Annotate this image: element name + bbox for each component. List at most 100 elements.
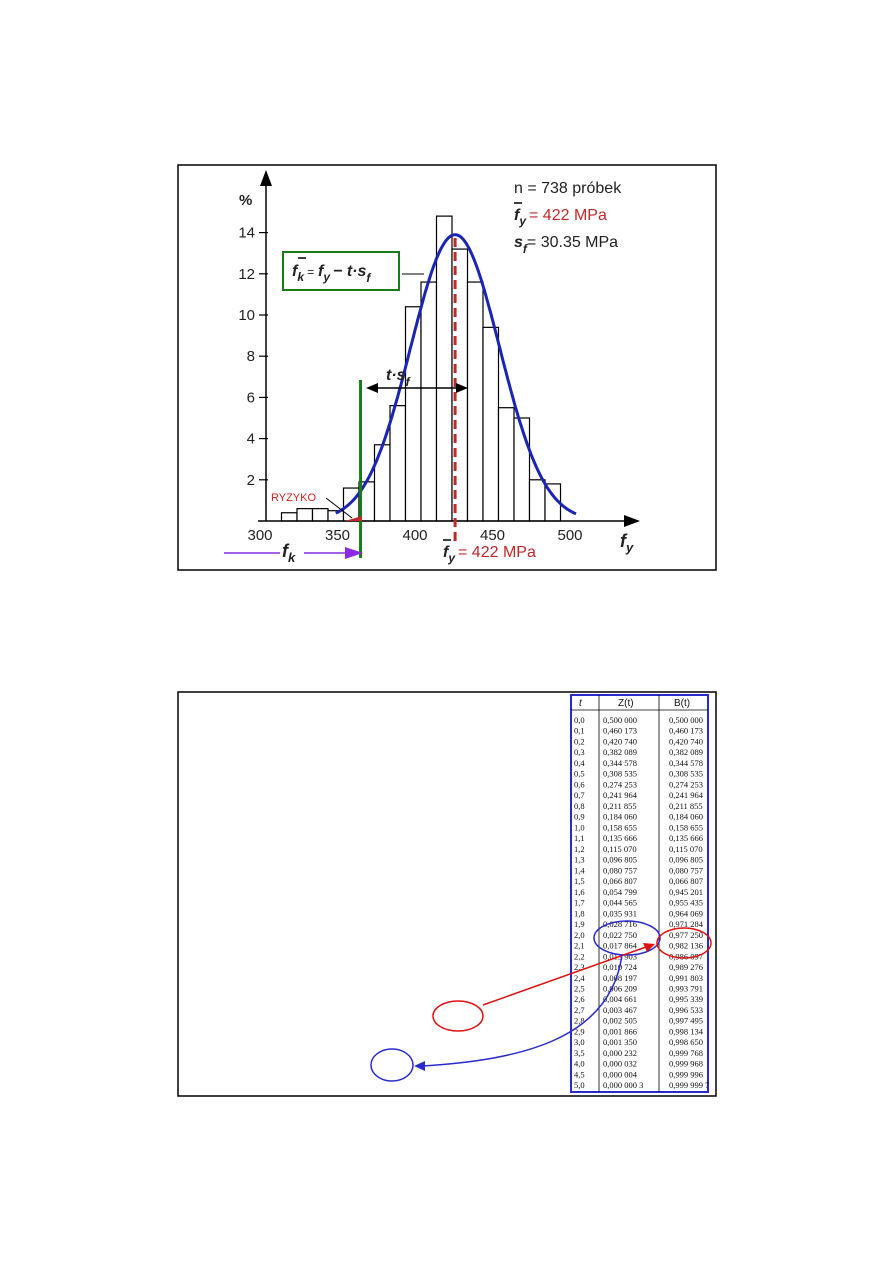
histogram-bar [513, 417, 531, 522]
table-row: 2,6 0,004 661 0,995 339 [574, 994, 703, 1004]
table-cell-t: 2,3 [574, 962, 585, 972]
table-cell-z: 0,022 750 [603, 930, 637, 940]
sample-count: n = 738 próbek [514, 180, 622, 197]
table-row: 0,4 0,344 578 0,344 578 [574, 758, 703, 768]
table-cell-z: 0,003 467 [603, 1005, 637, 1015]
table-cell-t: 1,1 [574, 833, 585, 843]
table-cell-b: 0,080 757 [669, 865, 703, 875]
fk-arrow-icon [345, 547, 363, 559]
table-row: 2,7 0,003 467 0,996 533 [574, 1005, 703, 1015]
table-cell-t: 0,0 [574, 715, 585, 725]
table-cell-t: 3,5 [574, 1048, 585, 1058]
y-tick-label: 10 [238, 307, 255, 324]
y-tick-label: 6 [247, 389, 255, 406]
table-cell-t: 0,9 [574, 812, 585, 822]
table-row: 0,0 0,500 000 0,500 000 [574, 715, 703, 725]
table-cell-t: 2,8 [574, 1016, 585, 1026]
table-cell-b: 0,460 173 [669, 726, 703, 736]
y-tick-label: 2 [247, 472, 255, 489]
table-cell-b: 0,955 435 [669, 898, 703, 908]
bottom-mean-label: fy = 422 MPa [443, 544, 536, 565]
table-row: 1,3 0,096 805 0,096 805 [574, 855, 703, 865]
table-row: 0,5 0,308 535 0,308 535 [574, 769, 703, 779]
table-cell-b: 0,998 650 [669, 1037, 703, 1047]
table-cell-t: 1,0 [574, 822, 585, 832]
table-cell-b: 0,241 964 [669, 790, 704, 800]
histogram-bar [435, 215, 453, 522]
table-cell-z: 0,001 350 [603, 1037, 637, 1047]
table-cell-b: 0,993 791 [669, 984, 703, 994]
table-cell-z: 0,274 253 [603, 779, 637, 789]
table-cell-b: 0,382 089 [669, 747, 703, 757]
table-cell-b: 0,971 284 [669, 919, 704, 929]
table-cell-t: 2,2 [574, 951, 585, 961]
table-row: 2,5 0,006 209 0,993 791 [574, 984, 703, 994]
table-cell-z: 0,115 070 [603, 844, 637, 854]
histogram-bar [389, 405, 407, 522]
x-ticks: 300 350 400 450 500 [247, 527, 582, 544]
table-header-b: B(t) [674, 698, 690, 709]
table-cell-t: 0,8 [574, 801, 585, 811]
table-cell-t: 1,8 [574, 908, 585, 918]
formula-box [282, 251, 400, 291]
red-marker-ellipse [432, 1000, 484, 1032]
table-row: 1,4 0,080 757 0,080 757 [574, 865, 703, 875]
normal-curve [335, 233, 577, 516]
table-cell-b: 0,274 253 [669, 779, 703, 789]
table-cell-b: 0,184 060 [669, 812, 703, 822]
table-cell-z: 0,006 209 [603, 984, 637, 994]
table-row: 3,5 0,000 232 0,999 768 [574, 1048, 703, 1058]
blue-marker-ellipse [370, 1048, 414, 1082]
x-tick-label: 300 [247, 527, 272, 544]
table-header-t: t [579, 698, 583, 709]
x-tick-label: 350 [325, 527, 350, 544]
table-cell-b: 0,997 495 [669, 1016, 703, 1026]
arrow-left-icon [366, 383, 378, 393]
table-row: 2,4 0,008 197 0,991 803 [574, 973, 703, 983]
table-cell-z: 0,001 866 [603, 1026, 637, 1036]
table-cell-z: 0,002 505 [603, 1016, 637, 1026]
histogram-bar [280, 512, 298, 522]
table-cell-t: 2,0 [574, 930, 585, 940]
highlight-z-ellipse [593, 920, 661, 956]
table-rows: 0,0 0,500 000 0,500 000 0,1 0,460 173 0,460 1… [574, 715, 709, 1090]
table-cell-b: 0,964 069 [669, 908, 703, 918]
table-cell-b: 0,999 968 [669, 1059, 703, 1069]
sd-stat: sf= 30.35 MPa [514, 234, 618, 256]
table-cell-t: 1,3 [574, 855, 585, 865]
table-cell-z: 0,000 232 [603, 1048, 637, 1058]
table-cell-z: 0,241 964 [603, 790, 638, 800]
distribution-table [570, 694, 709, 1093]
table-cell-t: 1,6 [574, 887, 585, 897]
table-cell-b: 0,989 276 [669, 962, 703, 972]
table-cell-z: 0,000 004 [603, 1069, 638, 1079]
table-cell-b: 0,945 201 [669, 887, 703, 897]
blue-connector [421, 954, 623, 1067]
fk-label: fk [282, 541, 296, 565]
table-cell-t: 0,3 [574, 747, 585, 757]
table-cell-z: 0,000 032 [603, 1059, 637, 1069]
table-cell-z: 0,008 197 [603, 973, 637, 983]
table-row: 1,2 0,115 070 0,115 070 [574, 844, 703, 854]
table-row: 1,8 0,035 931 0,964 069 [574, 908, 703, 918]
table-cell-b: 0,158 655 [669, 822, 703, 832]
table-cell-b: 0,996 533 [669, 1005, 703, 1015]
x-tick-label: 450 [480, 527, 505, 544]
histogram-bar [482, 326, 500, 522]
histogram-bar [296, 508, 314, 522]
y-tick-label: 4 [247, 431, 255, 448]
table-cell-b: 0,982 136 [669, 941, 703, 951]
table-cell-b: 0,986 097 [669, 951, 703, 961]
table-row: 5,0 0,000 000 3 0,999 999 7 [574, 1080, 709, 1090]
tsf-label: t·sf [386, 367, 411, 389]
blue-arrow-icon [414, 1061, 425, 1071]
table-cell-b: 0,211 855 [669, 801, 703, 811]
table-cell-z: 0,500 000 [603, 715, 637, 725]
table-cell-b: 0,066 807 [669, 876, 703, 886]
table-row: 1,7 0,044 565 0,955 435 [574, 898, 703, 908]
histogram-bars [280, 215, 562, 522]
table-cell-t: 0,2 [574, 736, 585, 746]
table-cell-b: 0,420 740 [669, 736, 703, 746]
table-cell-t: 2,6 [574, 994, 585, 1004]
